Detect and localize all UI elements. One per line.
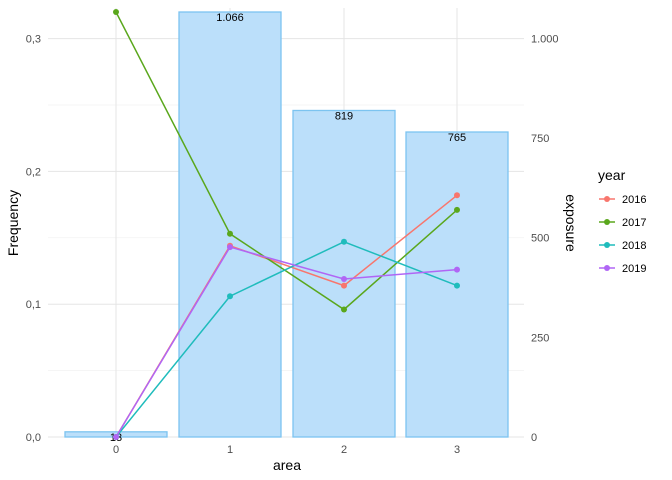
right-tick-label: 0 [531, 432, 537, 444]
bar-value-label: 819 [335, 110, 353, 122]
right-axis-ticks: 0 250 500 750 1.000 [531, 33, 559, 444]
point-layer [113, 9, 460, 440]
series-point-2017 [227, 230, 233, 237]
legend-item-2018: 2018 [599, 240, 646, 252]
legend-item-2016: 2016 [599, 194, 646, 206]
series-point-2019 [113, 434, 119, 440]
exposure-bar [178, 11, 282, 438]
left-tick-label: 0,0 [26, 432, 41, 444]
series-point-2018 [454, 282, 460, 289]
series-line-2018 [115, 240, 458, 438]
legend-key-point [604, 242, 610, 248]
right-tick-label: 250 [531, 332, 549, 344]
bar-value-label: 765 [448, 132, 466, 144]
series-point-2017 [113, 9, 119, 15]
x-tick-label: 2 [341, 444, 347, 456]
left-tick-label: 0,2 [26, 166, 41, 178]
x-axis-title: area [273, 457, 301, 473]
line-layer [115, 11, 458, 438]
x-tick-label: 0 [113, 444, 119, 456]
series-point-2019 [227, 244, 233, 251]
series-point-2017 [341, 306, 347, 313]
series-line-2019 [115, 246, 458, 438]
legend-key-point [604, 219, 610, 225]
legend-title: year [598, 167, 626, 183]
series-line-2017 [115, 11, 458, 311]
series-point-2019 [341, 275, 347, 282]
right-tick-label: 750 [531, 133, 549, 145]
right-tick-label: 1.000 [531, 33, 559, 45]
x-tick-label: 3 [454, 444, 460, 456]
right-tick-label: 500 [531, 233, 549, 245]
legend-item-2017: 2017 [599, 217, 646, 229]
x-axis-ticks: 0 1 2 3 [113, 444, 460, 456]
legend-label: 2017 [622, 217, 646, 229]
bar-value-label: 1.066 [216, 12, 244, 24]
series-point-2019 [454, 266, 460, 273]
left-axis-ticks: 0,0 0,1 0,2 0,3 [26, 34, 41, 444]
legend-label: 2019 [622, 263, 646, 275]
left-tick-label: 0,3 [26, 34, 41, 46]
legend-key-point [604, 265, 610, 271]
legend-items: 2016 2017 2018 2019 [599, 194, 646, 275]
series-point-2018 [341, 238, 347, 245]
left-axis-title: Frequency [5, 190, 21, 256]
left-tick-label: 0,1 [26, 299, 41, 311]
series-point-2016 [454, 192, 460, 199]
legend-label: 2018 [622, 240, 646, 252]
legend: year 2016 2017 2018 2019 [598, 167, 646, 275]
series-point-2018 [227, 293, 233, 300]
series-point-2016 [341, 282, 347, 289]
legend-label: 2016 [622, 194, 646, 206]
series-point-2017 [454, 206, 460, 213]
x-tick-label: 1 [227, 444, 233, 456]
legend-item-2019: 2019 [599, 263, 646, 275]
right-axis-title: exposure [563, 194, 579, 252]
legend-key-point [604, 196, 610, 202]
